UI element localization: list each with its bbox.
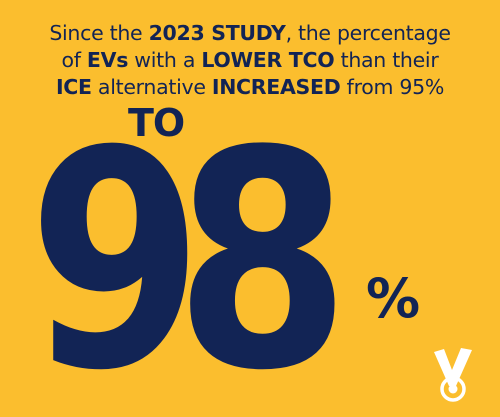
stat-prefix: TO — [128, 101, 185, 145]
headline-text: from 95% — [340, 75, 445, 99]
headline-text: with a — [128, 48, 202, 72]
headline-text: Since the — [49, 21, 149, 45]
headline-emphasis: LOWER TCO — [201, 48, 335, 72]
headline-line-2: of EVs with a LOWER TCO than their — [0, 47, 500, 74]
headline-text: alternative — [91, 75, 212, 99]
headline-text: than their — [334, 48, 439, 72]
headline-line-3: ICE alternative INCREASED from 95% — [0, 74, 500, 101]
headline-emphasis: 2023 STUDY — [148, 21, 286, 45]
headline-emphasis: EVs — [86, 48, 129, 72]
headline: Since the 2023 STUDY, the percentage of … — [0, 20, 500, 101]
headline-emphasis: ICE — [55, 75, 92, 99]
headline-text: of — [61, 48, 87, 72]
checkmark-target-icon — [434, 348, 472, 402]
headline-line-1: Since the 2023 STUDY, the percentage — [0, 20, 500, 47]
stat-unit: % — [366, 267, 421, 330]
stat-value: 98 — [28, 87, 350, 417]
headline-emphasis: INCREASED — [211, 75, 341, 99]
headline-text: , the percentage — [285, 21, 451, 45]
